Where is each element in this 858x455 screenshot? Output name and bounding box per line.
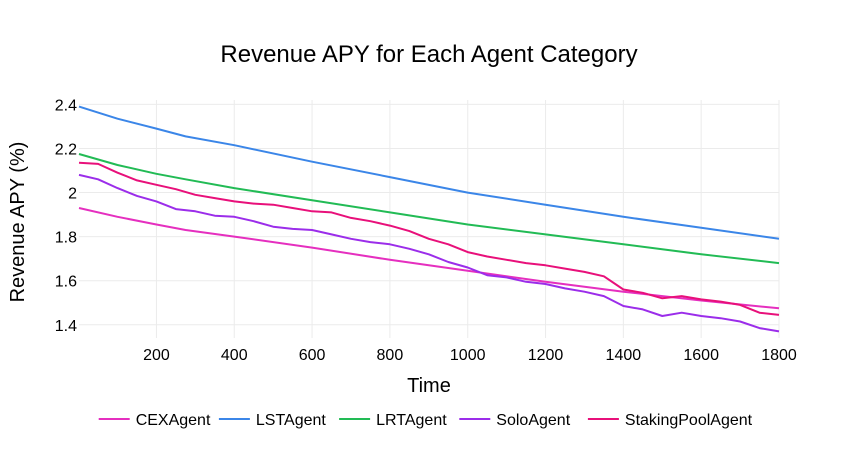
x-axis-ticks: 200 400 600 800 1000 1200 1400 1600 1800 xyxy=(143,347,797,364)
grid xyxy=(79,100,780,338)
x-tick-label: 200 xyxy=(143,347,170,364)
legend-item-lrtagent[interactable]: LRTAgent xyxy=(339,412,447,429)
x-tick-label: 1000 xyxy=(450,347,486,364)
chart-title: Revenue APY for Each Agent Category xyxy=(220,41,637,68)
plot-area xyxy=(78,105,780,333)
series-line-stakingpoolagent xyxy=(78,161,780,316)
x-tick-label: 600 xyxy=(299,347,326,364)
legend-label: StakingPoolAgent xyxy=(625,412,753,429)
y-axis-label: Revenue APY (%) xyxy=(7,142,29,303)
legend: CEXAgent LSTAgent LRTAgent SoloAgent Staking… xyxy=(98,412,753,429)
y-tick-label: 2.4 xyxy=(55,97,77,114)
x-tick-label: 1600 xyxy=(683,347,719,364)
y-tick-label: 2.2 xyxy=(55,141,77,158)
x-tick-label: 400 xyxy=(221,347,248,364)
x-axis-label: Time xyxy=(407,375,451,397)
legend-item-cexagent[interactable]: CEXAgent xyxy=(98,412,211,429)
legend-label: SoloAgent xyxy=(496,412,570,429)
legend-item-lstagent[interactable]: LSTAgent xyxy=(218,412,327,429)
x-tick-label: 1200 xyxy=(528,347,564,364)
y-tick-label: 2 xyxy=(68,186,77,203)
legend-label: CEXAgent xyxy=(136,412,211,429)
series-line-cexagent xyxy=(78,207,780,310)
series-line-lstagent xyxy=(78,105,780,240)
series-line-lrtagent xyxy=(78,153,780,265)
y-tick-label: 1.4 xyxy=(55,318,77,335)
y-tick-label: 1.8 xyxy=(55,230,77,247)
x-tick-label: 1400 xyxy=(606,347,642,364)
x-tick-label: 800 xyxy=(377,347,404,364)
legend-item-stakingpoolagent[interactable]: StakingPoolAgent xyxy=(587,412,753,429)
legend-item-soloagent[interactable]: SoloAgent xyxy=(459,412,571,429)
legend-label: LSTAgent xyxy=(256,412,327,429)
x-tick-label: 1800 xyxy=(761,347,797,364)
legend-label: LRTAgent xyxy=(376,412,447,429)
y-tick-label: 1.6 xyxy=(55,274,77,291)
series-line-soloagent xyxy=(78,173,780,333)
y-axis-ticks: 1.4 1.6 1.8 2 2.2 2.4 xyxy=(55,97,77,334)
